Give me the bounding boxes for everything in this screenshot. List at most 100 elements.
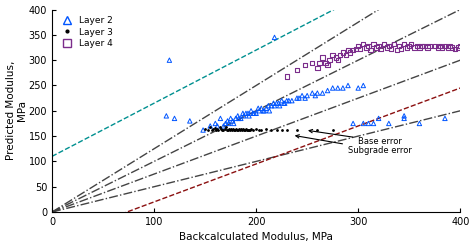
Point	[380, 42, 388, 46]
Point	[267, 104, 275, 108]
Point	[393, 48, 401, 52]
Point	[242, 111, 250, 115]
Point	[456, 44, 464, 48]
Point	[276, 104, 284, 108]
Point	[301, 96, 309, 100]
Text: Subgrade error: Subgrade error	[296, 135, 412, 155]
Point	[224, 119, 231, 123]
Point	[308, 91, 316, 95]
Point	[249, 111, 257, 115]
Point	[370, 42, 377, 46]
Point	[265, 104, 272, 108]
Point	[329, 53, 336, 57]
Point	[232, 116, 239, 120]
Point	[344, 84, 352, 88]
Point	[319, 56, 326, 60]
Point	[230, 128, 238, 132]
Point	[301, 63, 309, 67]
Point	[231, 127, 238, 131]
Point	[217, 116, 224, 120]
Point	[446, 44, 454, 48]
Point	[256, 127, 263, 131]
Point	[414, 44, 421, 48]
Point	[280, 101, 287, 105]
Point	[339, 51, 347, 55]
Point	[370, 122, 377, 125]
Point	[329, 86, 336, 90]
Y-axis label: Predicted Modulus,
MPa: Predicted Modulus, MPa	[6, 61, 27, 160]
Point	[436, 44, 444, 48]
Point	[397, 47, 405, 51]
Point	[349, 48, 357, 52]
Point	[273, 101, 280, 105]
Point	[416, 122, 423, 125]
Point	[283, 74, 291, 78]
Point	[283, 99, 291, 103]
Point	[293, 68, 301, 72]
Point	[416, 46, 423, 50]
Point	[257, 106, 265, 110]
Point	[314, 91, 321, 95]
Point	[278, 99, 285, 103]
Point	[234, 127, 242, 131]
Point	[424, 46, 431, 50]
Point	[249, 128, 257, 132]
Point	[238, 127, 246, 131]
Point	[451, 47, 459, 51]
Point	[349, 122, 357, 125]
Point	[207, 124, 214, 128]
Point	[245, 114, 253, 118]
Text: Base error: Base error	[309, 129, 402, 146]
Point	[324, 63, 332, 67]
Point	[354, 86, 362, 90]
Point	[232, 126, 239, 130]
Point	[255, 106, 262, 110]
Point	[227, 116, 235, 120]
Point	[400, 114, 408, 118]
Point	[324, 89, 332, 93]
Point	[322, 61, 329, 65]
Point	[375, 116, 382, 120]
Point	[356, 47, 364, 51]
Point	[373, 46, 380, 50]
Point	[166, 58, 173, 62]
Point	[334, 58, 342, 62]
Point	[237, 116, 245, 120]
Point	[434, 46, 442, 50]
Point	[346, 51, 354, 55]
Point	[217, 125, 224, 129]
Point	[252, 126, 260, 130]
Point	[260, 109, 268, 113]
Point	[229, 126, 237, 130]
Point	[162, 114, 170, 118]
Point	[288, 99, 295, 103]
Point	[293, 127, 301, 131]
Point	[283, 128, 291, 132]
X-axis label: Backcalculated Modulus, MPa: Backcalculated Modulus, MPa	[179, 232, 333, 243]
Point	[293, 96, 301, 100]
Point	[244, 128, 252, 132]
Point	[246, 128, 254, 132]
Point	[200, 128, 207, 132]
Point	[273, 128, 280, 132]
Point	[400, 42, 408, 46]
Point	[237, 126, 245, 130]
Point	[234, 114, 242, 118]
Point	[295, 96, 303, 100]
Point	[406, 44, 413, 48]
Point	[221, 126, 228, 130]
Point	[304, 94, 311, 98]
Point	[225, 126, 232, 130]
Point	[239, 111, 247, 115]
Point	[171, 116, 178, 120]
Point	[229, 119, 237, 123]
Point	[201, 126, 209, 130]
Point	[354, 44, 362, 48]
Point	[342, 53, 350, 57]
Point	[365, 44, 372, 48]
Point	[329, 127, 336, 131]
Point	[455, 46, 462, 50]
Point	[219, 124, 227, 128]
Point	[275, 101, 283, 105]
Point	[352, 47, 360, 51]
